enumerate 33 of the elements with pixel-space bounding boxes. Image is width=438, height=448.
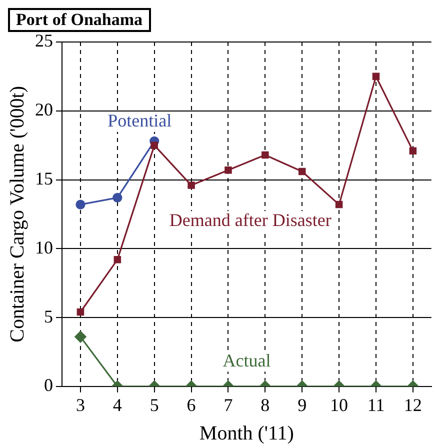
x-tick-label: 7 <box>224 394 233 415</box>
x-tick-label: 8 <box>260 394 270 415</box>
x-tick-label: 4 <box>112 394 122 415</box>
series-label: Demand after Disaster <box>169 210 332 230</box>
point <box>335 200 343 208</box>
point <box>262 151 269 159</box>
x-tick-label: 9 <box>298 394 307 415</box>
point <box>372 72 380 80</box>
y-tick-label: 10 <box>35 237 53 258</box>
y-tick-label: 15 <box>35 168 53 188</box>
point <box>76 200 86 210</box>
point <box>112 192 122 202</box>
y-tick-label: 25 <box>35 30 53 51</box>
y-tick-label: 0 <box>44 375 53 396</box>
y-axis-title: Container Cargo Volume ('000t) <box>6 86 28 342</box>
x-tick-label: 3 <box>76 394 85 415</box>
point <box>409 147 417 154</box>
x-tick-label: 10 <box>330 394 348 415</box>
x-tick-label: 5 <box>150 394 159 415</box>
series-label: Actual <box>222 350 271 370</box>
x-axis-title: Month ('11) <box>199 422 294 444</box>
x-tick-label: 12 <box>404 394 422 415</box>
point <box>224 166 232 174</box>
series-label: Potential <box>108 110 172 131</box>
point <box>298 168 306 176</box>
y-tick-label: 5 <box>44 306 53 326</box>
point <box>114 256 122 264</box>
point <box>150 142 158 149</box>
x-tick-label: 6 <box>186 394 196 415</box>
point <box>188 182 195 189</box>
y-tick-label: 20 <box>35 100 53 120</box>
chart-title: Port of Onahama <box>8 8 151 32</box>
x-tick-label: 11 <box>367 394 385 415</box>
